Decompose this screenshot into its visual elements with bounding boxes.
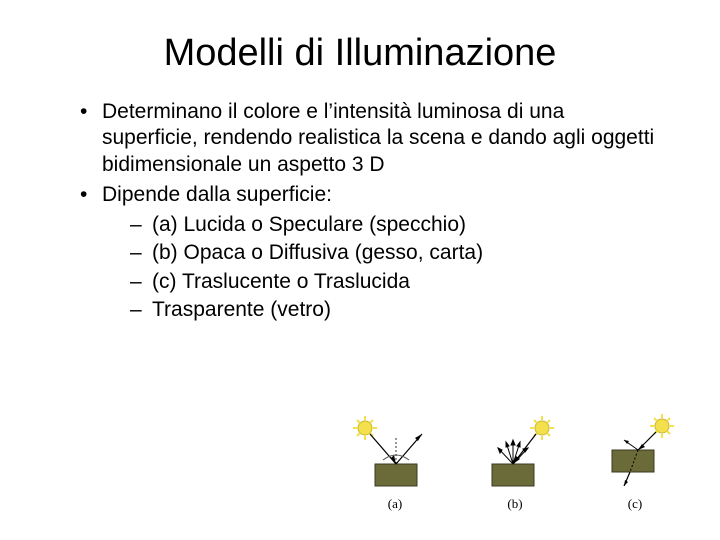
translucent-icon (590, 414, 680, 490)
figure-label: (a) (388, 496, 402, 512)
figure-label: (c) (628, 496, 642, 512)
figure-row: (a) (350, 414, 680, 512)
figure-c: (c) (590, 414, 680, 512)
specular-icon (350, 414, 440, 490)
sub-bullet-item: (c) Traslucente o Traslucida (130, 269, 660, 295)
figure-a: (a) (350, 414, 440, 512)
figure-b: (b) (470, 414, 560, 512)
bullet-item: Dipende dalla superficie: (a) Lucida o S… (80, 182, 660, 323)
diffuse-icon (470, 414, 560, 490)
slide-body: Determinano il colore e l’intensità lumi… (0, 99, 720, 323)
sub-bullet-item: (a) Lucida o Speculare (specchio) (130, 212, 660, 238)
figure-label: (b) (507, 496, 522, 512)
bullet-text: Dipende dalla superficie: (102, 183, 332, 206)
bullet-item: Determinano il colore e l’intensità lumi… (80, 99, 660, 178)
slide-title: Modelli di Illuminazione (0, 0, 720, 99)
sub-bullet-item: Trasparente (vetro) (130, 297, 660, 323)
sub-bullet-item: (b) Opaca o Diffusiva (gesso, carta) (130, 240, 660, 266)
